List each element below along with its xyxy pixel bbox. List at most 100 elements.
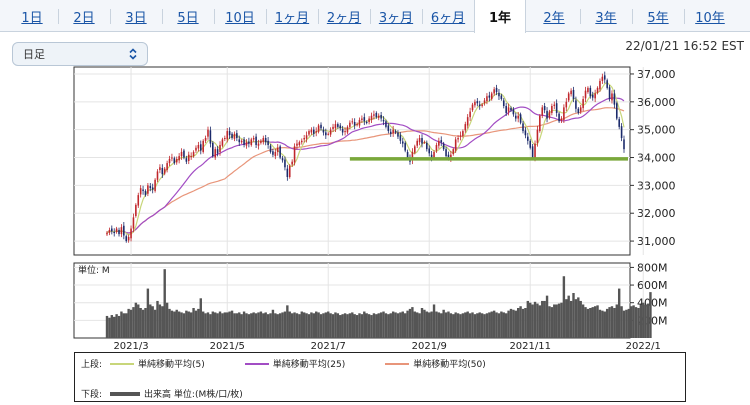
volume-bar bbox=[302, 312, 306, 338]
volume-bar bbox=[146, 288, 150, 338]
volume-bar bbox=[579, 300, 582, 338]
volume-bar bbox=[305, 313, 308, 338]
tab-1日[interactable]: 1日 bbox=[21, 10, 43, 26]
volume-bar bbox=[620, 306, 623, 338]
volume-bar bbox=[459, 314, 462, 338]
candle-body bbox=[594, 93, 596, 99]
volume-bar bbox=[358, 313, 361, 338]
volume-bar bbox=[437, 312, 441, 338]
volume-bar bbox=[351, 312, 354, 338]
volume-axis-label: 単位: M bbox=[78, 264, 110, 276]
candle-body bbox=[166, 163, 168, 171]
price-tick-label: 31,000 bbox=[637, 235, 676, 248]
candle-body bbox=[380, 115, 382, 119]
tab-2ヶ月[interactable]: 2ヶ月 bbox=[326, 10, 362, 26]
volume-bar bbox=[295, 313, 299, 338]
volume-bar bbox=[365, 313, 368, 338]
candle-body bbox=[548, 111, 551, 118]
volume-bar bbox=[230, 310, 234, 338]
candle-body bbox=[320, 124, 322, 129]
volume-bar bbox=[500, 311, 503, 338]
candle-body bbox=[486, 96, 488, 102]
volume-bar bbox=[211, 311, 215, 338]
volume-bar bbox=[581, 304, 585, 338]
volume-bar bbox=[492, 310, 496, 338]
candle-body bbox=[389, 131, 392, 134]
volume-bar bbox=[375, 314, 378, 338]
volume-bar bbox=[416, 312, 419, 338]
ma25-line bbox=[106, 97, 625, 234]
candle-body bbox=[219, 144, 221, 152]
volume-bar bbox=[134, 302, 138, 338]
volume-bar bbox=[149, 304, 152, 338]
tab-3日[interactable]: 3日 bbox=[125, 10, 147, 26]
candle-body bbox=[238, 139, 241, 143]
volume-bar bbox=[478, 312, 481, 338]
candle-body bbox=[173, 158, 176, 164]
volume-bar bbox=[598, 309, 602, 338]
candle-body bbox=[387, 125, 390, 132]
candle-body bbox=[260, 140, 262, 143]
tab-3年[interactable]: 3年 bbox=[595, 10, 617, 26]
tab-5日[interactable]: 5日 bbox=[177, 10, 199, 26]
candle-body bbox=[296, 143, 298, 146]
candle-body bbox=[445, 149, 447, 157]
volume-bar bbox=[264, 312, 267, 338]
tab-2年[interactable]: 2年 bbox=[543, 10, 565, 26]
tab-1ヶ月[interactable]: 1ヶ月 bbox=[274, 10, 310, 26]
candle-body bbox=[187, 154, 190, 161]
candle-body bbox=[411, 151, 414, 161]
candle-body bbox=[606, 80, 608, 88]
volume-bar bbox=[428, 312, 431, 338]
candle-body bbox=[421, 138, 423, 144]
candle-body bbox=[522, 123, 524, 132]
date-tick-label: 2021/9 bbox=[412, 341, 447, 352]
candle-body bbox=[546, 110, 548, 119]
volume-bar bbox=[514, 310, 517, 338]
candle-body bbox=[349, 122, 351, 127]
candle-body bbox=[466, 117, 469, 126]
candle-body bbox=[553, 104, 556, 106]
candle-body bbox=[274, 151, 277, 157]
tab-separator bbox=[110, 9, 111, 24]
candle-body bbox=[505, 105, 507, 113]
candle-body bbox=[534, 143, 536, 159]
candle-body bbox=[113, 232, 116, 234]
volume-bar bbox=[543, 300, 546, 338]
tab-2日[interactable]: 2日 bbox=[73, 10, 95, 26]
legend-upper-row: 上段: 単純移動平均(5) 単純移動平均(25) 単純移動平均(50) bbox=[81, 357, 486, 370]
tab-1年[interactable]: 1年 bbox=[474, 0, 526, 33]
interval-select[interactable]: 日足 bbox=[12, 42, 148, 66]
tab-10年[interactable]: 10年 bbox=[695, 10, 725, 26]
tab-6ヶ月[interactable]: 6ヶ月 bbox=[430, 10, 466, 26]
volume-bar bbox=[286, 305, 289, 338]
volume-bar bbox=[541, 300, 544, 338]
volume-bar bbox=[221, 313, 224, 338]
tab-separator bbox=[684, 9, 685, 24]
volume-bar bbox=[189, 312, 193, 338]
tab-3ヶ月[interactable]: 3ヶ月 bbox=[378, 10, 414, 26]
candle-body bbox=[452, 149, 455, 155]
price-tick-label: 37,000 bbox=[637, 68, 676, 81]
candle-body bbox=[596, 87, 599, 93]
candle-body bbox=[611, 93, 613, 101]
volume-bar bbox=[603, 311, 606, 338]
candle-body bbox=[392, 129, 394, 134]
tab-10日[interactable]: 10日 bbox=[225, 10, 255, 26]
volume-bar bbox=[432, 304, 436, 338]
volume-bar bbox=[526, 300, 530, 338]
volume-bar bbox=[557, 303, 561, 338]
volume-bar bbox=[348, 313, 352, 338]
candle-body bbox=[147, 185, 149, 194]
candle-body bbox=[209, 130, 212, 144]
candle-body bbox=[450, 154, 452, 159]
candle-body bbox=[202, 140, 204, 152]
tab-5年[interactable]: 5年 bbox=[647, 10, 669, 26]
candle-body bbox=[142, 189, 144, 191]
candle-body bbox=[539, 115, 541, 132]
volume-bar bbox=[387, 314, 390, 338]
volume-bar bbox=[161, 306, 164, 338]
volume-bar bbox=[533, 301, 537, 338]
candle-body bbox=[298, 142, 301, 145]
candle-body bbox=[418, 138, 421, 143]
